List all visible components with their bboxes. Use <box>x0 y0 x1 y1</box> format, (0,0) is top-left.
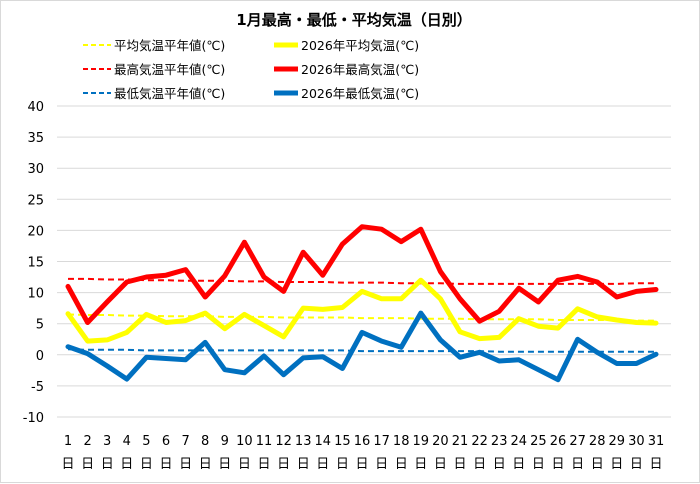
x-tick-label: 13 <box>295 434 312 449</box>
x-tick-label: 16 <box>354 434 371 449</box>
x-tick-label: 9 <box>221 434 229 449</box>
y-tick-label: 0 <box>36 349 44 364</box>
x-axis: 1日2日3日4日5日6日7日8日9日10日11日12日13日14日15日16日1… <box>61 434 664 472</box>
x-tick-suffix: 日 <box>120 457 133 472</box>
x-tick-label: 20 <box>432 434 449 449</box>
x-tick-suffix: 日 <box>571 457 584 472</box>
x-tick-suffix: 日 <box>493 457 506 472</box>
y-tick-label: 30 <box>27 162 44 177</box>
x-tick-label: 29 <box>609 434 626 449</box>
legend: 平均気温平年値(℃) 2026年平均気温(℃) 最高気温平年値(℃) 2026年最高気… <box>83 38 419 101</box>
y-tick-label: -5 <box>31 380 44 395</box>
x-tick-suffix: 日 <box>355 457 368 472</box>
x-tick-label: 23 <box>491 434 508 449</box>
legend-label-max_normal: 最高気温平年値(℃) <box>114 62 225 77</box>
x-tick-label: 17 <box>373 434 390 449</box>
x-tick-suffix: 日 <box>140 457 153 472</box>
x-tick-label: 31 <box>648 434 665 449</box>
x-tick-label: 24 <box>511 434 528 449</box>
y-tick-label: 35 <box>27 131 44 146</box>
x-tick-label: 15 <box>334 434 351 449</box>
x-tick-label: 18 <box>393 434 410 449</box>
x-tick-suffix: 日 <box>277 457 290 472</box>
x-tick-label: 11 <box>256 434 273 449</box>
legend-label-min_normal: 最低気温平年値(℃) <box>114 86 225 101</box>
x-tick-suffix: 日 <box>512 457 525 472</box>
x-tick-label: 21 <box>452 434 469 449</box>
legend-label-min_2026: 2026年最低気温(℃) <box>301 86 419 101</box>
x-tick-label: 30 <box>628 434 645 449</box>
x-tick-label: 19 <box>413 434 430 449</box>
legend-label-avg_normal: 平均気温平年値(℃) <box>114 38 225 53</box>
x-tick-label: 10 <box>236 434 253 449</box>
x-tick-suffix: 日 <box>453 457 466 472</box>
series-line-min_normal <box>67 348 656 353</box>
x-tick-label: 5 <box>142 434 150 449</box>
x-tick-label: 22 <box>471 434 488 449</box>
x-tick-suffix: 日 <box>316 457 329 472</box>
y-axis: -10 -5 0 5 10 15 20 25 30 35 40 <box>23 100 44 426</box>
x-tick-suffix: 日 <box>532 457 545 472</box>
x-tick-suffix: 日 <box>591 457 604 472</box>
x-tick-label: 26 <box>550 434 567 449</box>
y-tick-label: 5 <box>36 318 44 333</box>
series-line-max_2026 <box>65 224 659 325</box>
x-tick-suffix: 日 <box>297 457 310 472</box>
x-tick-suffix: 日 <box>336 457 349 472</box>
x-tick-suffix: 日 <box>375 457 388 472</box>
x-tick-label: 1 <box>64 434 72 449</box>
x-tick-suffix: 日 <box>218 457 231 472</box>
x-tick-suffix: 日 <box>551 457 564 472</box>
series-group <box>65 224 659 383</box>
x-tick-suffix: 日 <box>238 457 251 472</box>
x-tick-label: 12 <box>275 434 292 449</box>
x-tick-label: 3 <box>103 434 111 449</box>
x-tick-suffix: 日 <box>61 457 74 472</box>
x-tick-label: 4 <box>123 434 131 449</box>
x-tick-suffix: 日 <box>199 457 212 472</box>
x-tick-suffix: 日 <box>395 457 408 472</box>
x-tick-suffix: 日 <box>630 457 643 472</box>
x-tick-label: 28 <box>589 434 606 449</box>
legend-label-max_2026: 2026年最高気温(℃) <box>301 62 419 77</box>
x-tick-suffix: 日 <box>649 457 662 472</box>
x-tick-label: 8 <box>201 434 209 449</box>
x-tick-suffix: 日 <box>257 457 270 472</box>
y-tick-label: 15 <box>27 256 44 271</box>
x-tick-suffix: 日 <box>434 457 447 472</box>
y-tick-label: 40 <box>27 100 44 115</box>
x-tick-label: 7 <box>181 434 189 449</box>
x-tick-suffix: 日 <box>414 457 427 472</box>
series-line-avg_2026 <box>65 277 659 344</box>
legend-label-avg_2026: 2026年平均気温(℃) <box>301 38 419 53</box>
x-tick-suffix: 日 <box>81 457 94 472</box>
y-tick-label: 10 <box>27 287 44 302</box>
x-tick-suffix: 日 <box>473 457 486 472</box>
x-tick-label: 27 <box>569 434 586 449</box>
x-tick-label: 25 <box>530 434 547 449</box>
y-tick-label: 25 <box>27 193 44 208</box>
x-tick-suffix: 日 <box>610 457 623 472</box>
y-tick-label: -10 <box>23 411 44 426</box>
x-tick-suffix: 日 <box>179 457 192 472</box>
series-line-min_2026 <box>65 310 659 383</box>
series-line-avg_normal <box>67 313 656 322</box>
y-tick-label: 20 <box>27 224 44 239</box>
x-tick-suffix: 日 <box>101 457 114 472</box>
x-tick-label: 6 <box>162 434 170 449</box>
x-tick-suffix: 日 <box>159 457 172 472</box>
chart-title: 1月最高・最低・平均気温（日別） <box>236 11 471 29</box>
x-tick-label: 14 <box>315 434 332 449</box>
gridlines <box>57 105 671 418</box>
x-tick-label: 2 <box>83 434 91 449</box>
